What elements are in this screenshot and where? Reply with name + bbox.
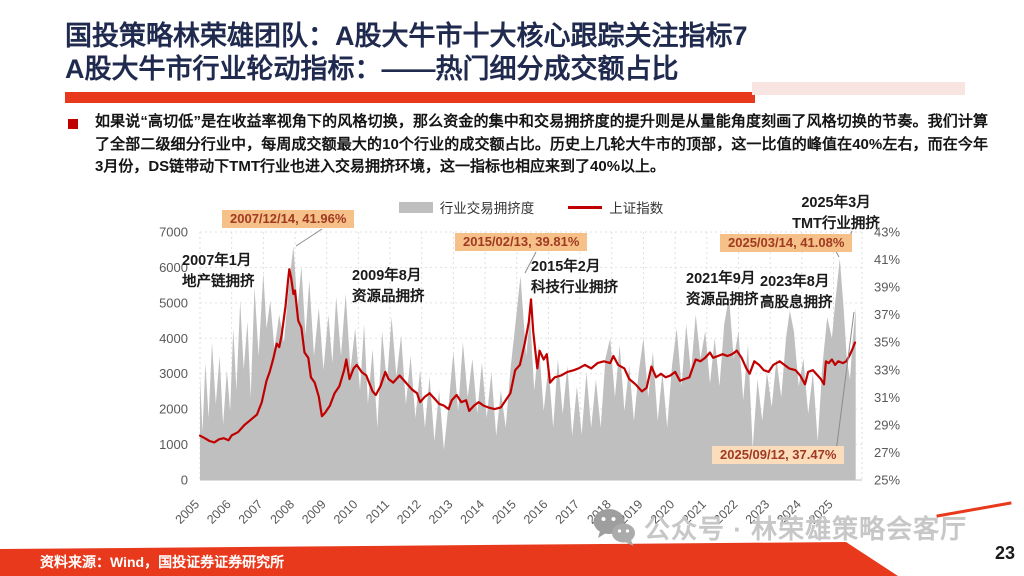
y-right-tick-label: 43% (874, 225, 900, 240)
y-right-tick-label: 29% (874, 417, 900, 432)
y-right-tick-label: 25% (874, 473, 900, 488)
x-tick-label: 2017 (553, 497, 583, 527)
bullet-marker (68, 119, 78, 129)
annotation-line: 2015年2月 (531, 259, 601, 275)
y-right-tick-label: 41% (874, 252, 900, 267)
y-right-tick-label: 35% (874, 335, 900, 350)
legend-label-crowding: 行业交易拥挤度 (439, 201, 535, 216)
leader-line (295, 228, 323, 247)
x-tick-label: 2007 (236, 497, 266, 527)
y-left-tick-label: 6000 (159, 260, 188, 275)
chart-legend: 行业交易拥挤度 上证指数 (200, 197, 862, 217)
watermark: 公众号 · 林荣雄策略会客厅 (592, 507, 967, 547)
y-right-tick-label: 33% (874, 362, 900, 377)
annotation-line: 2021年9月 (686, 271, 756, 287)
legend-item-crowding: 行业交易拥挤度 (398, 197, 535, 217)
x-tick-label: 2015 (489, 497, 519, 527)
y-left-tick-label: 4000 (159, 331, 188, 346)
x-tick-label: 2005 (173, 497, 203, 527)
bullet-paragraph: 如果说“高切低”是在收益率视角下的风格切换，那么资金的集中和交易拥挤度的提升则是… (95, 113, 988, 175)
y-right-tick-label: 39% (874, 280, 900, 295)
annotation-label-2023: 2023年8月 高股息拥挤 (760, 272, 833, 314)
annotation-line: 科技行业拥挤 (531, 280, 618, 296)
page-number: 23 (994, 543, 1015, 563)
y-left-tick-label: 1000 (159, 437, 188, 452)
annotation-line: 2025年3月 (801, 195, 871, 211)
y-left-tick-label: 0 (181, 473, 188, 488)
annotation-line: 资源品拥挤 (686, 292, 759, 308)
watermark-text: 公众号 · 林荣雄策略会客厅 (644, 513, 968, 544)
legend-swatch-sse (568, 205, 603, 209)
source-note: 资料来源：Wind，国投证券证券研究所 (40, 554, 285, 570)
leader-line (524, 251, 537, 274)
annotation-line: 2009年8月 (352, 268, 422, 284)
wechat-icon (593, 509, 635, 546)
y-left-tick-label: 5000 (159, 295, 188, 310)
legend-item-sse: 上证指数 (568, 197, 663, 217)
legend-label-sse: 上证指数 (609, 201, 664, 216)
annotation-label-2009: 2009年8月 资源品拥挤 (352, 266, 425, 308)
y-left-tick-label: 7000 (159, 225, 188, 240)
decorative-pink-band (752, 82, 965, 95)
annotation-line: 地产链拥挤 (182, 274, 255, 290)
sse-line-series (198, 268, 857, 444)
page-title-line2: A股大牛市行业轮动指标：——热门细分成交额占比 (65, 54, 679, 84)
annotation-label-2025tmt: 2025年3月 TMT行业拥挤 (788, 193, 884, 235)
x-tick-label: 2006 (204, 497, 234, 527)
page-title-line1: 国投策略林荣雄团队：A股大牛市十大核心跟踪关注指标7 (65, 21, 748, 51)
crowding-area-series (200, 246, 856, 480)
y-right-tick-label: 31% (874, 390, 900, 405)
x-tick-label: 2016 (521, 497, 551, 527)
annotation-callout-2015: 2015/02/13, 39.81% (455, 233, 588, 251)
annotation-label-2015: 2015年2月科技行业拥挤 (531, 257, 618, 299)
annotation-label-2021: 2021年9月 资源品拥挤 (686, 269, 759, 311)
page-title: 国投策略林荣雄团队：A股大牛市十大核心跟踪关注指标7 A股大牛市行业轮动指标：—… (65, 20, 785, 86)
x-tick-label: 2014 (458, 497, 488, 527)
y-right-tick-label: 37% (874, 307, 900, 322)
annotation-callout-2007: 2007/12/14, 41.96% (222, 210, 355, 228)
x-tick-label: 2013 (426, 497, 456, 527)
x-tick-label: 2012 (394, 497, 424, 527)
x-tick-label: 2009 (299, 497, 329, 527)
legend-swatch-crowding (398, 201, 433, 213)
title-underline-bar (65, 92, 755, 103)
annotation-line: 高股息拥挤 (760, 295, 833, 311)
annotation-label-2007: 2007年1月 地产链拥挤 (182, 251, 255, 293)
annotation-line: 资源品拥挤 (352, 289, 425, 305)
annotation-line: 2023年8月 (760, 274, 830, 290)
x-tick-label: 2010 (331, 497, 361, 527)
x-tick-label: 2011 (363, 497, 392, 526)
annotation-line: 2007年1月 (182, 253, 252, 269)
leader-line (835, 311, 855, 453)
y-left-tick-label: 3000 (159, 366, 188, 381)
annotation-callout-2025mar: 2025/03/14, 41.08% (720, 234, 853, 252)
annotation-callout-2025sep: 2025/09/12, 37.47% (712, 446, 845, 464)
y-right-tick-label: 27% (874, 445, 900, 460)
y-left-tick-label: 2000 (159, 402, 188, 417)
annotation-line: TMT行业拥挤 (792, 216, 880, 232)
x-tick-label: 2008 (268, 497, 298, 527)
